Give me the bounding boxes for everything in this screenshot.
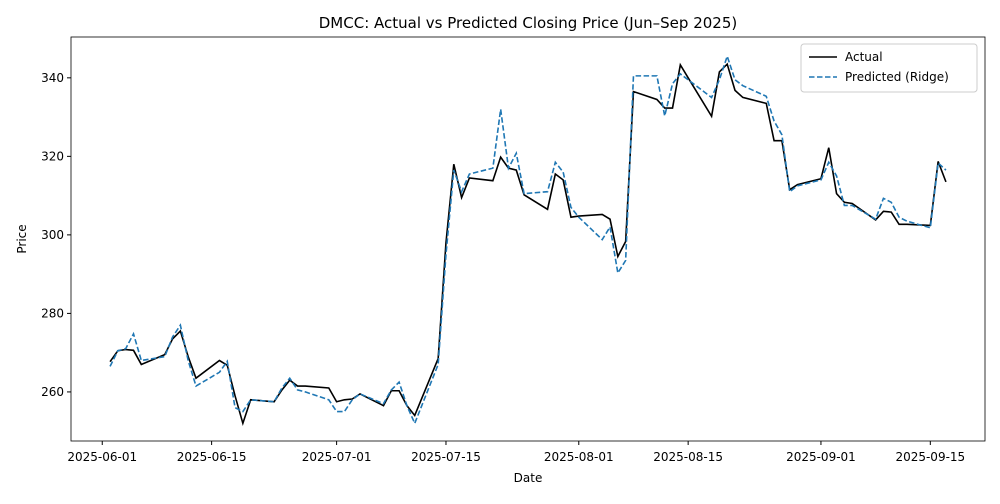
y-axis-label: Price: [15, 224, 29, 253]
x-tick-label: 2025-06-01: [67, 450, 137, 464]
y-tick-label: 320: [41, 149, 64, 163]
x-tick-label: 2025-09-15: [895, 450, 965, 464]
series-line: [109, 53, 947, 426]
legend-label: Actual: [845, 50, 883, 64]
series-line: [109, 62, 947, 427]
y-tick-label: 300: [41, 228, 64, 242]
x-tick-label: 2025-08-01: [544, 450, 614, 464]
x-axis-label: Date: [514, 471, 543, 485]
legend-label: Predicted (Ridge): [845, 70, 949, 84]
legend-box: [800, 43, 978, 93]
y-tick-label: 260: [41, 385, 64, 399]
plot-frame: [70, 36, 986, 442]
x-tick-label: 2025-06-15: [177, 450, 247, 464]
y-tick-label: 280: [41, 306, 64, 320]
x-tick-label: 2025-09-01: [786, 450, 856, 464]
x-tick-label: 2025-08-15: [653, 450, 723, 464]
chart-title: DMCC: Actual vs Predicted Closing Price …: [319, 14, 737, 32]
y-tick-label: 340: [41, 71, 64, 85]
x-tick-label: 2025-07-15: [411, 450, 481, 464]
x-tick-label: 2025-07-01: [302, 450, 372, 464]
